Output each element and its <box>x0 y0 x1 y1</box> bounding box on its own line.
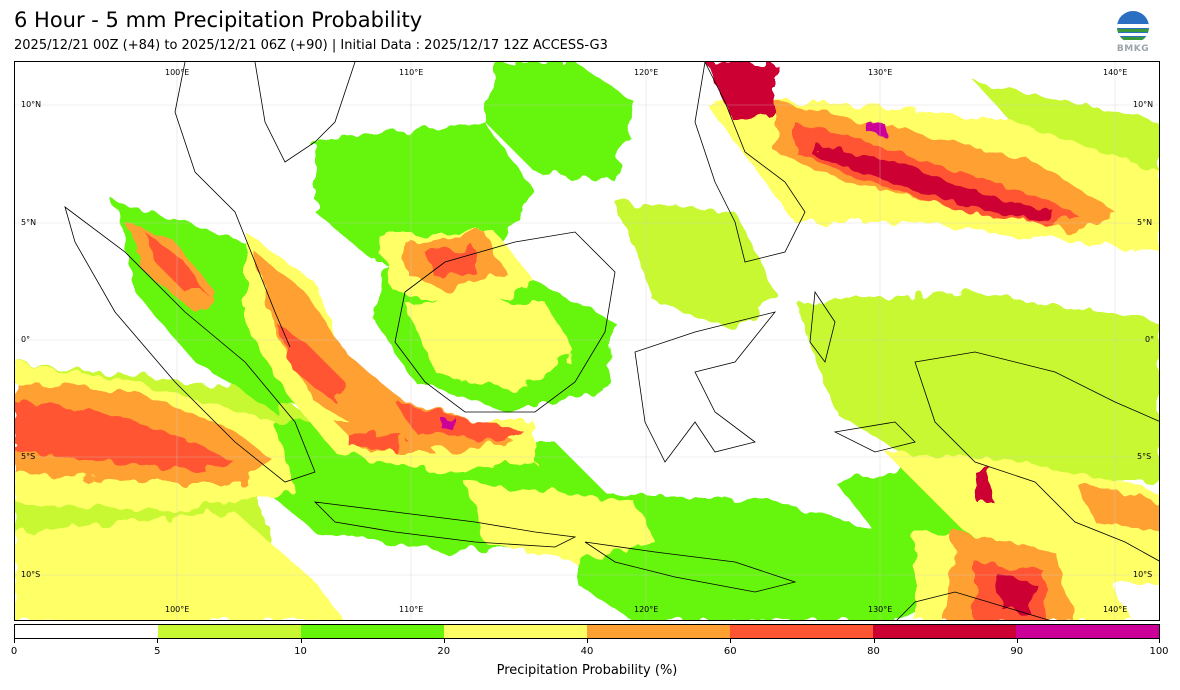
colorbar-tick-mark <box>730 639 732 643</box>
bmkg-globe-icon <box>1117 11 1149 43</box>
colorbar-segment <box>15 625 158 638</box>
colorbar-tick-label: 20 <box>437 646 451 657</box>
colorbar-tick-mark <box>300 639 302 643</box>
colorbar-tick-label: 60 <box>723 646 737 657</box>
lat-tick-left: 5°N <box>21 218 37 227</box>
colorbar-tick-label: 90 <box>1010 646 1024 657</box>
lat-tick-left: 10°N <box>21 100 42 109</box>
lat-tick-left: 10°S <box>21 570 41 579</box>
gridlines <box>15 62 1159 620</box>
lat-tick-left: 5°S <box>21 452 36 461</box>
colorbar-tick-label: 100 <box>1149 646 1169 657</box>
colorbar-tick-label: 5 <box>154 646 161 657</box>
chart-title: 6 Hour - 5 mm Precipitation Probability <box>14 8 423 32</box>
logo-text: BMKG <box>1116 44 1150 54</box>
colorbar-tick-mark <box>1159 639 1160 643</box>
colorbar-segment <box>158 625 301 638</box>
lon-tick-bottom: 120°E <box>634 605 659 614</box>
precipitation-map: 100°E 110°E 120°E 130°E 140°E 100°E 110°… <box>14 61 1160 621</box>
precipitation-field <box>15 62 1159 620</box>
lon-tick-bottom: 130°E <box>868 605 893 614</box>
colorbar-tick-label: 0 <box>10 646 18 657</box>
colorbar-tick-mark <box>587 639 588 643</box>
colorbar-segment <box>873 625 1016 638</box>
map-canvas <box>15 62 1159 620</box>
chart-subtitle: 2025/12/21 00Z (+84) to 2025/12/21 06Z (… <box>14 38 608 53</box>
lat-tick-right: 10°N <box>1133 100 1154 109</box>
lon-tick-bottom: 110°E <box>399 605 424 614</box>
colorbar-segment <box>730 625 873 638</box>
colorbar-tick-mark <box>873 639 875 643</box>
colorbar-segment <box>1016 625 1159 638</box>
colorbar-segment <box>444 625 587 638</box>
colorbar-tick-mark <box>443 639 445 643</box>
colorbar-tick-mark <box>14 639 15 643</box>
colorbar <box>14 624 1160 639</box>
lat-tick-right: 5°N <box>1137 218 1153 227</box>
lat-tick-right: 0° <box>1145 335 1155 344</box>
lon-tick-bottom: 140°E <box>1103 605 1128 614</box>
colorbar-tick-label: 40 <box>580 646 594 657</box>
lon-tick-top: 100°E <box>165 68 190 77</box>
colorbar-tick-mark <box>1016 639 1018 643</box>
lon-tick-top: 110°E <box>399 68 424 77</box>
colorbar-tick-label: 10 <box>294 646 307 657</box>
colorbar-tick-label: 80 <box>867 646 880 657</box>
lon-tick-top: 130°E <box>868 68 893 77</box>
lon-tick-bottom: 100°E <box>165 605 190 614</box>
colorbar-segment <box>587 625 730 638</box>
colorbar-segment <box>301 625 444 638</box>
lon-tick-top: 120°E <box>634 68 659 77</box>
lon-tick-top: 140°E <box>1103 68 1128 77</box>
coastlines <box>64 62 1159 620</box>
colorbar-title: Precipitation Probability (%) <box>496 663 678 678</box>
lat-tick-right: 5°S <box>1137 452 1152 461</box>
lat-tick-right: 10°S <box>1133 570 1153 579</box>
lat-tick-left: 0° <box>21 335 31 344</box>
colorbar-tick-mark <box>157 639 159 643</box>
